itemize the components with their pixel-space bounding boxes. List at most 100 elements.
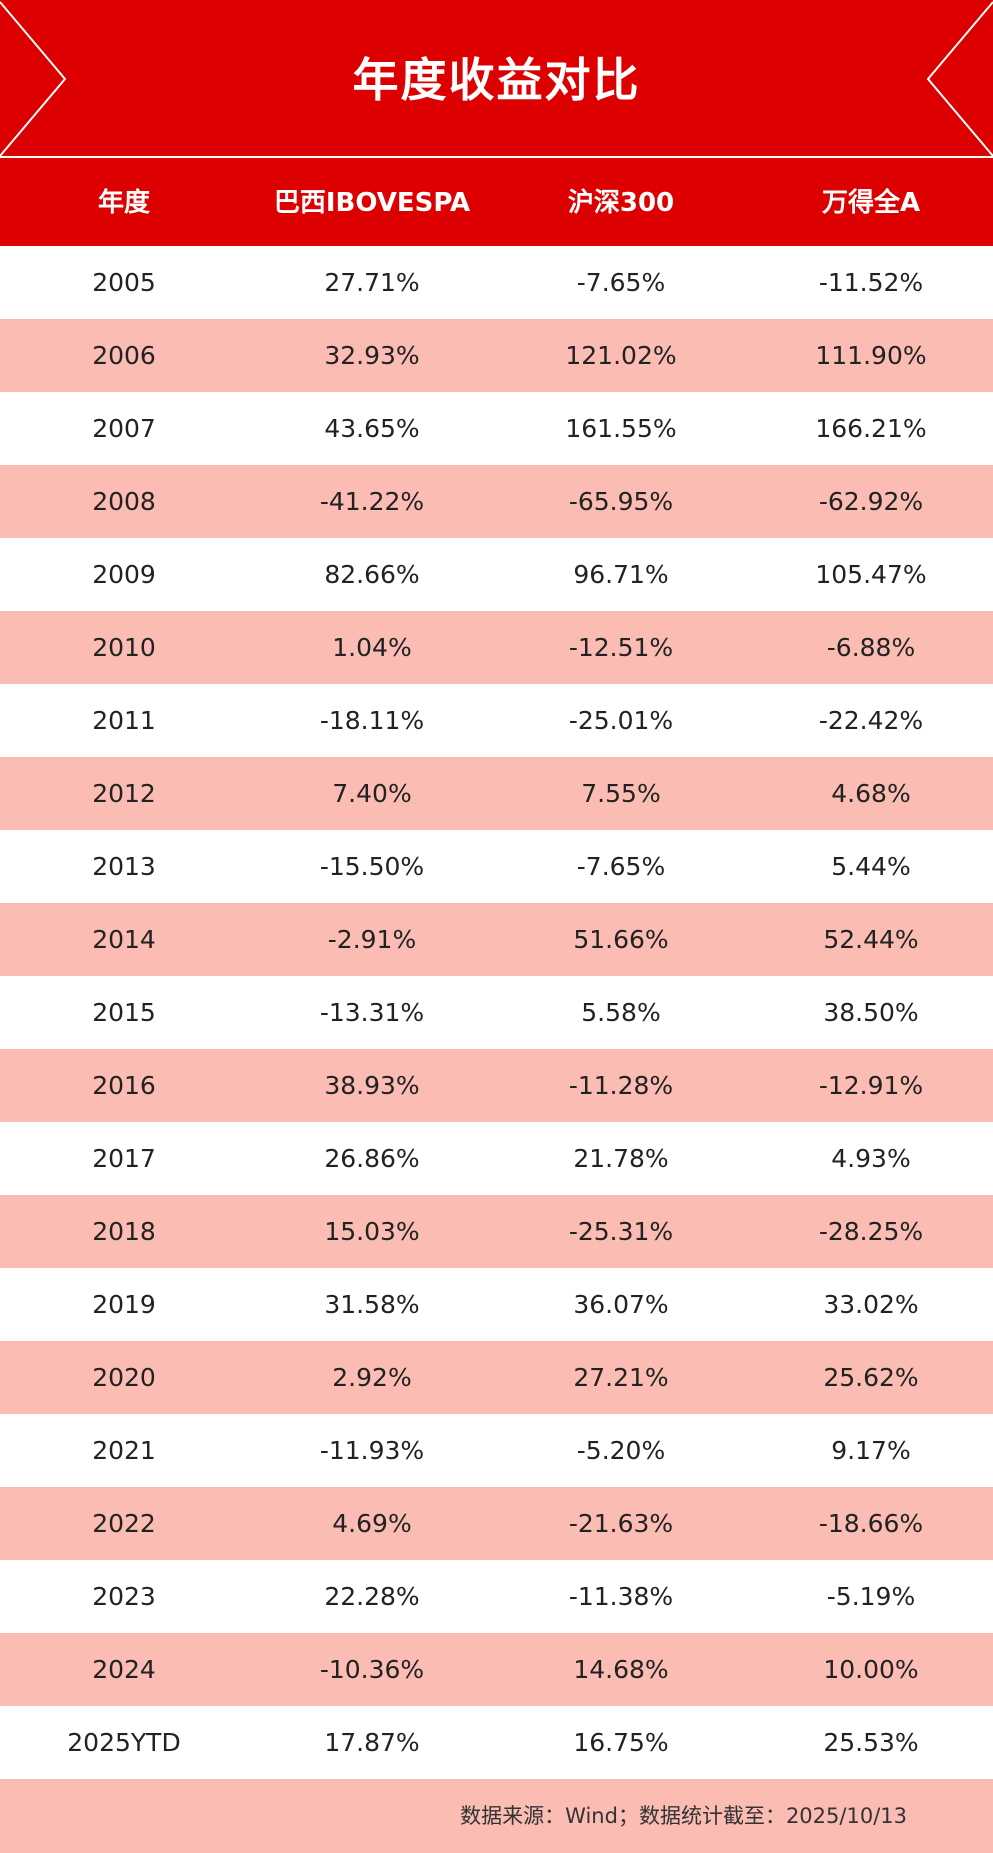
return-cell: -62.92% [818, 487, 924, 516]
year-cell: 2014 [92, 925, 156, 954]
year-cell: 2015 [92, 998, 156, 1027]
year-cell: 2022 [92, 1509, 156, 1538]
return-cell: -18.66% [818, 1509, 924, 1538]
return-cell: -25.01% [568, 706, 674, 735]
return-cell: 7.55% [581, 779, 661, 808]
return-cell: 21.78% [573, 1144, 669, 1173]
return-cell: 27.71% [324, 268, 420, 297]
banner: 年度收益对比 [0, 0, 993, 160]
return-cell: 14.68% [573, 1655, 669, 1684]
return-cell: 82.66% [324, 560, 420, 589]
table-row: 2006 32.93% 121.02% 111.90% [0, 319, 993, 392]
return-cell: 96.71% [573, 560, 669, 589]
return-cell: 105.47% [815, 560, 927, 589]
return-cell: 9.17% [831, 1436, 911, 1465]
year-cell: 2025YTD [67, 1728, 181, 1757]
table-row: 2021 -11.93% -5.20% 9.17% [0, 1414, 993, 1487]
table-row: 2020 2.92% 27.21% 25.62% [0, 1341, 993, 1414]
return-cell: -22.42% [818, 706, 924, 735]
return-cell: 5.44% [831, 852, 911, 881]
table-row: 2010 1.04% -12.51% -6.88% [0, 611, 993, 684]
table-row: 2015 -13.31% 5.58% 38.50% [0, 976, 993, 1049]
table-row: 2022 4.69% -21.63% -18.66% [0, 1487, 993, 1560]
return-cell: 1.04% [332, 633, 412, 662]
return-cell: -11.28% [568, 1071, 674, 1100]
year-cell: 2016 [92, 1071, 156, 1100]
year-cell: 2023 [92, 1582, 156, 1611]
year-cell: 2008 [92, 487, 156, 516]
return-cell: 2.92% [332, 1363, 412, 1392]
source-note: 数据来源：Wind；数据统计截至：2025/10/13 [460, 1804, 907, 1828]
right-chevron [926, 1, 993, 157]
table-row: 2017 26.86% 21.78% 4.93% [0, 1122, 993, 1195]
year-cell: 2013 [92, 852, 156, 881]
title: 年度收益对比 [352, 53, 641, 107]
left-chevron [0, 1, 67, 157]
return-cell: -12.51% [568, 633, 674, 662]
table-row: 2024 -10.36% 14.68% 10.00% [0, 1633, 993, 1706]
return-cell: -13.31% [319, 998, 425, 1027]
return-cell: 4.68% [831, 779, 911, 808]
return-cell: -7.65% [576, 268, 666, 297]
year-cell: 2018 [92, 1217, 156, 1246]
return-cell: 111.90% [815, 341, 927, 370]
year-cell: 2019 [92, 1290, 156, 1319]
table-row: 2014 -2.91% 51.66% 52.44% [0, 903, 993, 976]
footer: 数据来源：Wind；数据统计截至：2025/10/13 [0, 1779, 993, 1853]
year-cell: 2017 [92, 1144, 156, 1173]
return-cell: -11.52% [818, 268, 924, 297]
column-header: 巴西IBOVESPA [273, 188, 471, 218]
table-row: 2009 82.66% 96.71% 105.47% [0, 538, 993, 611]
return-cell: -12.91% [818, 1071, 924, 1100]
return-cell: 51.66% [573, 925, 669, 954]
year-cell: 2007 [92, 414, 156, 443]
return-cell: 4.93% [831, 1144, 911, 1173]
return-cell: -41.22% [319, 487, 425, 516]
return-cell: 25.62% [823, 1363, 919, 1392]
return-cell: -65.95% [568, 487, 674, 516]
table-header: 年度 巴西IBOVESPA 沪深300 万得全A [0, 160, 993, 246]
return-cell: -6.88% [826, 633, 916, 662]
year-cell: 2005 [92, 268, 156, 297]
year-cell: 2024 [92, 1655, 156, 1684]
column-header: 沪深300 [567, 188, 675, 218]
return-cell: -10.36% [319, 1655, 425, 1684]
return-cell: 161.55% [565, 414, 677, 443]
banner-decoration [0, 1, 993, 158]
return-cell: 16.75% [573, 1728, 669, 1757]
return-cell: 5.58% [581, 998, 661, 1027]
return-cell: -15.50% [319, 852, 425, 881]
return-cell: 38.93% [324, 1071, 420, 1100]
year-cell: 2009 [92, 560, 156, 589]
column-header: 年度 [97, 188, 150, 218]
return-cell: 10.00% [823, 1655, 919, 1684]
return-cell: -5.20% [576, 1436, 666, 1465]
return-cell: -2.91% [327, 925, 417, 954]
return-cell: -21.63% [568, 1509, 674, 1538]
return-cell: 17.87% [324, 1728, 420, 1757]
return-cell: -5.19% [826, 1582, 916, 1611]
table-row: 2007 43.65% 161.55% 166.21% [0, 392, 993, 465]
return-cell: 7.40% [332, 779, 412, 808]
return-cell: 121.02% [565, 341, 677, 370]
return-cell: 4.69% [332, 1509, 412, 1538]
return-cell: -18.11% [319, 706, 425, 735]
return-cell: 38.50% [823, 998, 919, 1027]
return-cell: 43.65% [324, 414, 420, 443]
return-cell: -11.93% [319, 1436, 425, 1465]
year-cell: 2012 [92, 779, 156, 808]
return-cell: 27.21% [573, 1363, 669, 1392]
table-row: 2025YTD 17.87% 16.75% 25.53% [0, 1706, 993, 1779]
table-row: 2019 31.58% 36.07% 33.02% [0, 1268, 993, 1341]
table-row: 2023 22.28% -11.38% -5.19% [0, 1560, 993, 1633]
table-row: 2016 38.93% -11.28% -12.91% [0, 1049, 993, 1122]
year-cell: 2010 [92, 633, 156, 662]
return-cell: 33.02% [823, 1290, 919, 1319]
table-row: 2018 15.03% -25.31% -28.25% [0, 1195, 993, 1268]
return-cell: 22.28% [324, 1582, 420, 1611]
return-cell: 31.58% [324, 1290, 420, 1319]
return-cell: -11.38% [568, 1582, 674, 1611]
return-cell: 25.53% [823, 1728, 919, 1757]
return-cell: 36.07% [573, 1290, 669, 1319]
table-row: 2011 -18.11% -25.01% -22.42% [0, 684, 993, 757]
